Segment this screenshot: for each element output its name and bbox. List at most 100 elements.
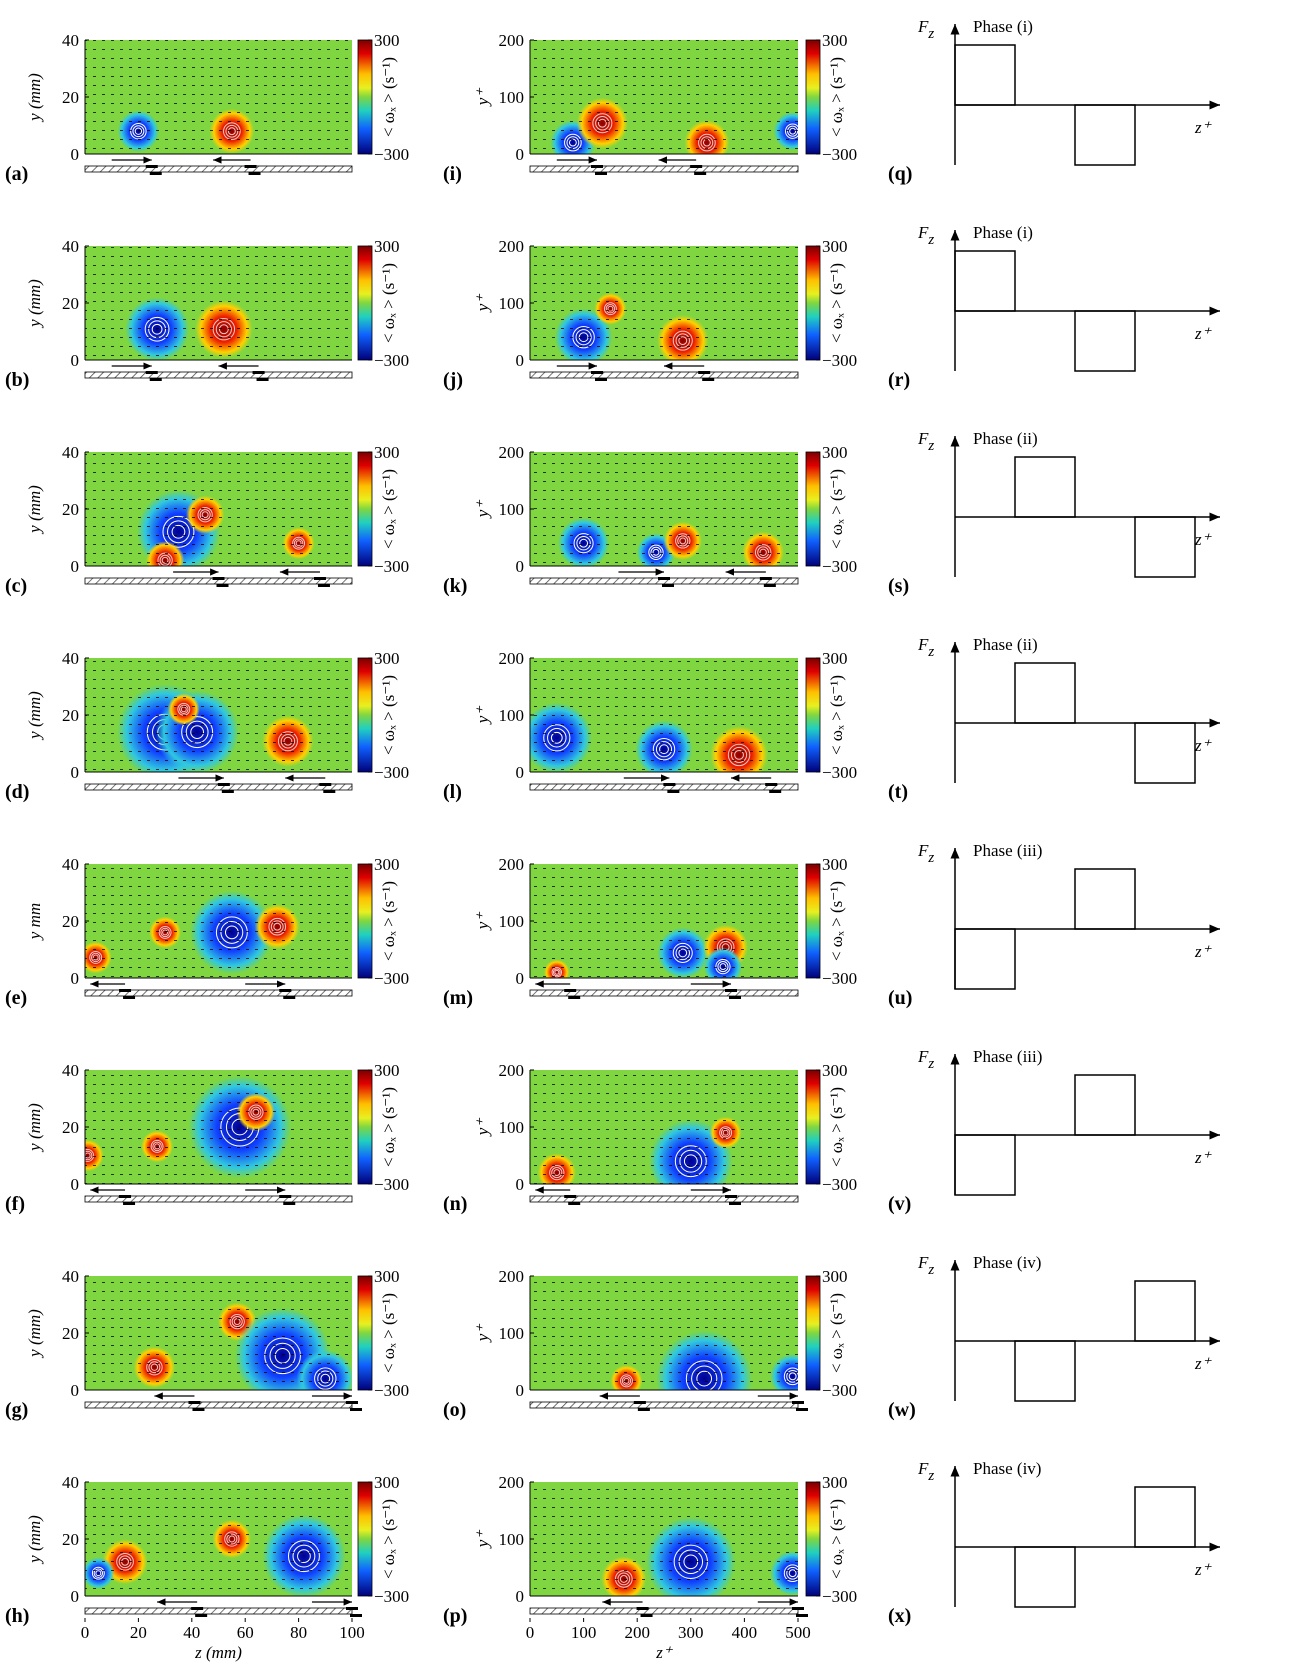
force-pulse	[1135, 1487, 1195, 1547]
colorbar-label: < ωₓ > (s⁻¹)	[379, 1293, 398, 1373]
colorbar-tick-label: 300	[822, 1473, 848, 1492]
y-tick-label: 200	[499, 649, 525, 668]
colorbar-tick-label: −300	[374, 763, 409, 782]
force-subscript: z	[927, 232, 934, 248]
actuator-strip	[85, 1402, 352, 1408]
y-tick-label: 20	[62, 294, 79, 313]
phase-label: Phase (i)	[973, 223, 1033, 242]
y-axis-label: y (mm)	[25, 1309, 44, 1359]
electrode	[123, 1202, 135, 1205]
electrode	[765, 783, 777, 786]
x-tick-label: 0	[81, 1623, 90, 1642]
force-subscript: z	[927, 1468, 934, 1484]
y-tick-label: 40	[62, 1267, 79, 1286]
force-symbol: F	[917, 1253, 929, 1272]
phase-label: Phase (i)	[973, 17, 1033, 36]
quiver	[85, 452, 352, 566]
electrode	[564, 989, 576, 992]
y-axis-label: y (mm)	[25, 1103, 44, 1153]
y-tick-label: 200	[499, 855, 525, 874]
electrode	[318, 584, 330, 587]
electrode	[249, 172, 261, 175]
vortices	[522, 658, 798, 784]
quiver	[530, 1276, 798, 1390]
y-axis-label: y (mm)	[25, 485, 44, 535]
colorbar	[358, 1482, 372, 1596]
colorbar	[806, 864, 820, 978]
force-label: Fz	[917, 635, 934, 660]
y-axis-label: y (mm)	[25, 73, 44, 123]
colorbar-label: < ωₓ > (s⁻¹)	[827, 263, 846, 343]
force-subscript: z	[927, 850, 934, 866]
colorbar-label: < ωₓ > (s⁻¹)	[827, 57, 846, 137]
phase-label: Phase (iii)	[973, 1047, 1042, 1066]
vortices	[85, 40, 352, 154]
electrode	[792, 1401, 804, 1404]
x-tick-label: 300	[678, 1623, 704, 1642]
electrode	[634, 1401, 646, 1404]
colorbar-tick-label: −300	[374, 1175, 409, 1194]
electrode	[245, 165, 257, 168]
colorbar-tick-label: −300	[374, 969, 409, 988]
x-tick-label: 0	[526, 1623, 535, 1642]
y-axis-label: y (mm)	[25, 279, 44, 329]
force-pulse	[1075, 869, 1135, 929]
force-x-label: z⁺	[1194, 1560, 1213, 1579]
panel-label: (m)	[443, 987, 473, 1009]
colorbar-label: < ωₓ > (s⁻¹)	[827, 469, 846, 549]
force-pulse	[1015, 457, 1075, 517]
electrode	[658, 577, 670, 580]
y-tick-label: 0	[516, 1381, 525, 1400]
electrode	[760, 577, 772, 580]
electrode	[638, 1408, 650, 1411]
electrode	[663, 783, 675, 786]
electrode	[729, 1202, 741, 1205]
y-axis-label: y⁺	[473, 1323, 492, 1344]
y-tick-label: 20	[62, 912, 79, 931]
electrode	[568, 996, 580, 999]
quiver	[85, 1070, 352, 1184]
panel-label: (a)	[5, 163, 28, 185]
actuator-strip	[85, 372, 352, 378]
actuator-strip	[530, 1402, 798, 1408]
force-pulse	[1135, 1281, 1195, 1341]
y-tick-label: 100	[499, 1530, 525, 1549]
force-label: Fz	[917, 841, 934, 866]
quiver	[85, 1482, 352, 1596]
colorbar	[806, 1276, 820, 1390]
colorbar-label: < ωₓ > (s⁻¹)	[379, 1499, 398, 1579]
electrode	[698, 371, 710, 374]
electrode	[792, 1607, 804, 1610]
electrode	[641, 1614, 653, 1617]
y-tick-label: 100	[499, 88, 525, 107]
force-pulse	[1135, 517, 1195, 577]
colorbar-tick-label: 300	[374, 1061, 400, 1080]
figure: 02040y (mm)300−300< ωₓ > (s⁻¹)(a)0100200…	[0, 0, 1314, 1673]
quiver	[530, 1070, 798, 1184]
colorbar-tick-label: 300	[822, 443, 848, 462]
y-axis-label: y⁺	[473, 499, 492, 520]
electrode	[564, 1195, 576, 1198]
electrode	[595, 172, 607, 175]
y-tick-label: 20	[62, 88, 79, 107]
colorbar-tick-label: 300	[822, 237, 848, 256]
colorbar-label: < ωₓ > (s⁻¹)	[379, 1087, 398, 1167]
y-tick-label: 40	[62, 649, 79, 668]
y-tick-label: 20	[62, 1324, 79, 1343]
colorbar-tick-label: 300	[374, 31, 400, 50]
y-axis-label: y (mm)	[25, 691, 44, 741]
panel-label: (e)	[5, 987, 27, 1009]
electrode	[191, 1607, 203, 1610]
colorbar-tick-label: 300	[374, 1267, 400, 1286]
panel-label: (h)	[5, 1605, 29, 1627]
colorbar	[806, 1070, 820, 1184]
y-axis-label: y mm	[25, 903, 44, 941]
electrode	[123, 996, 135, 999]
force-x-label: z⁺	[1194, 530, 1213, 549]
actuator-strip	[85, 1608, 352, 1614]
panel-label: (g)	[5, 1399, 28, 1421]
x-axis-label: z (mm)	[194, 1643, 242, 1662]
x-tick-label: 20	[130, 1623, 147, 1642]
y-axis-label: y⁺	[473, 1529, 492, 1550]
electrode	[283, 1202, 295, 1205]
